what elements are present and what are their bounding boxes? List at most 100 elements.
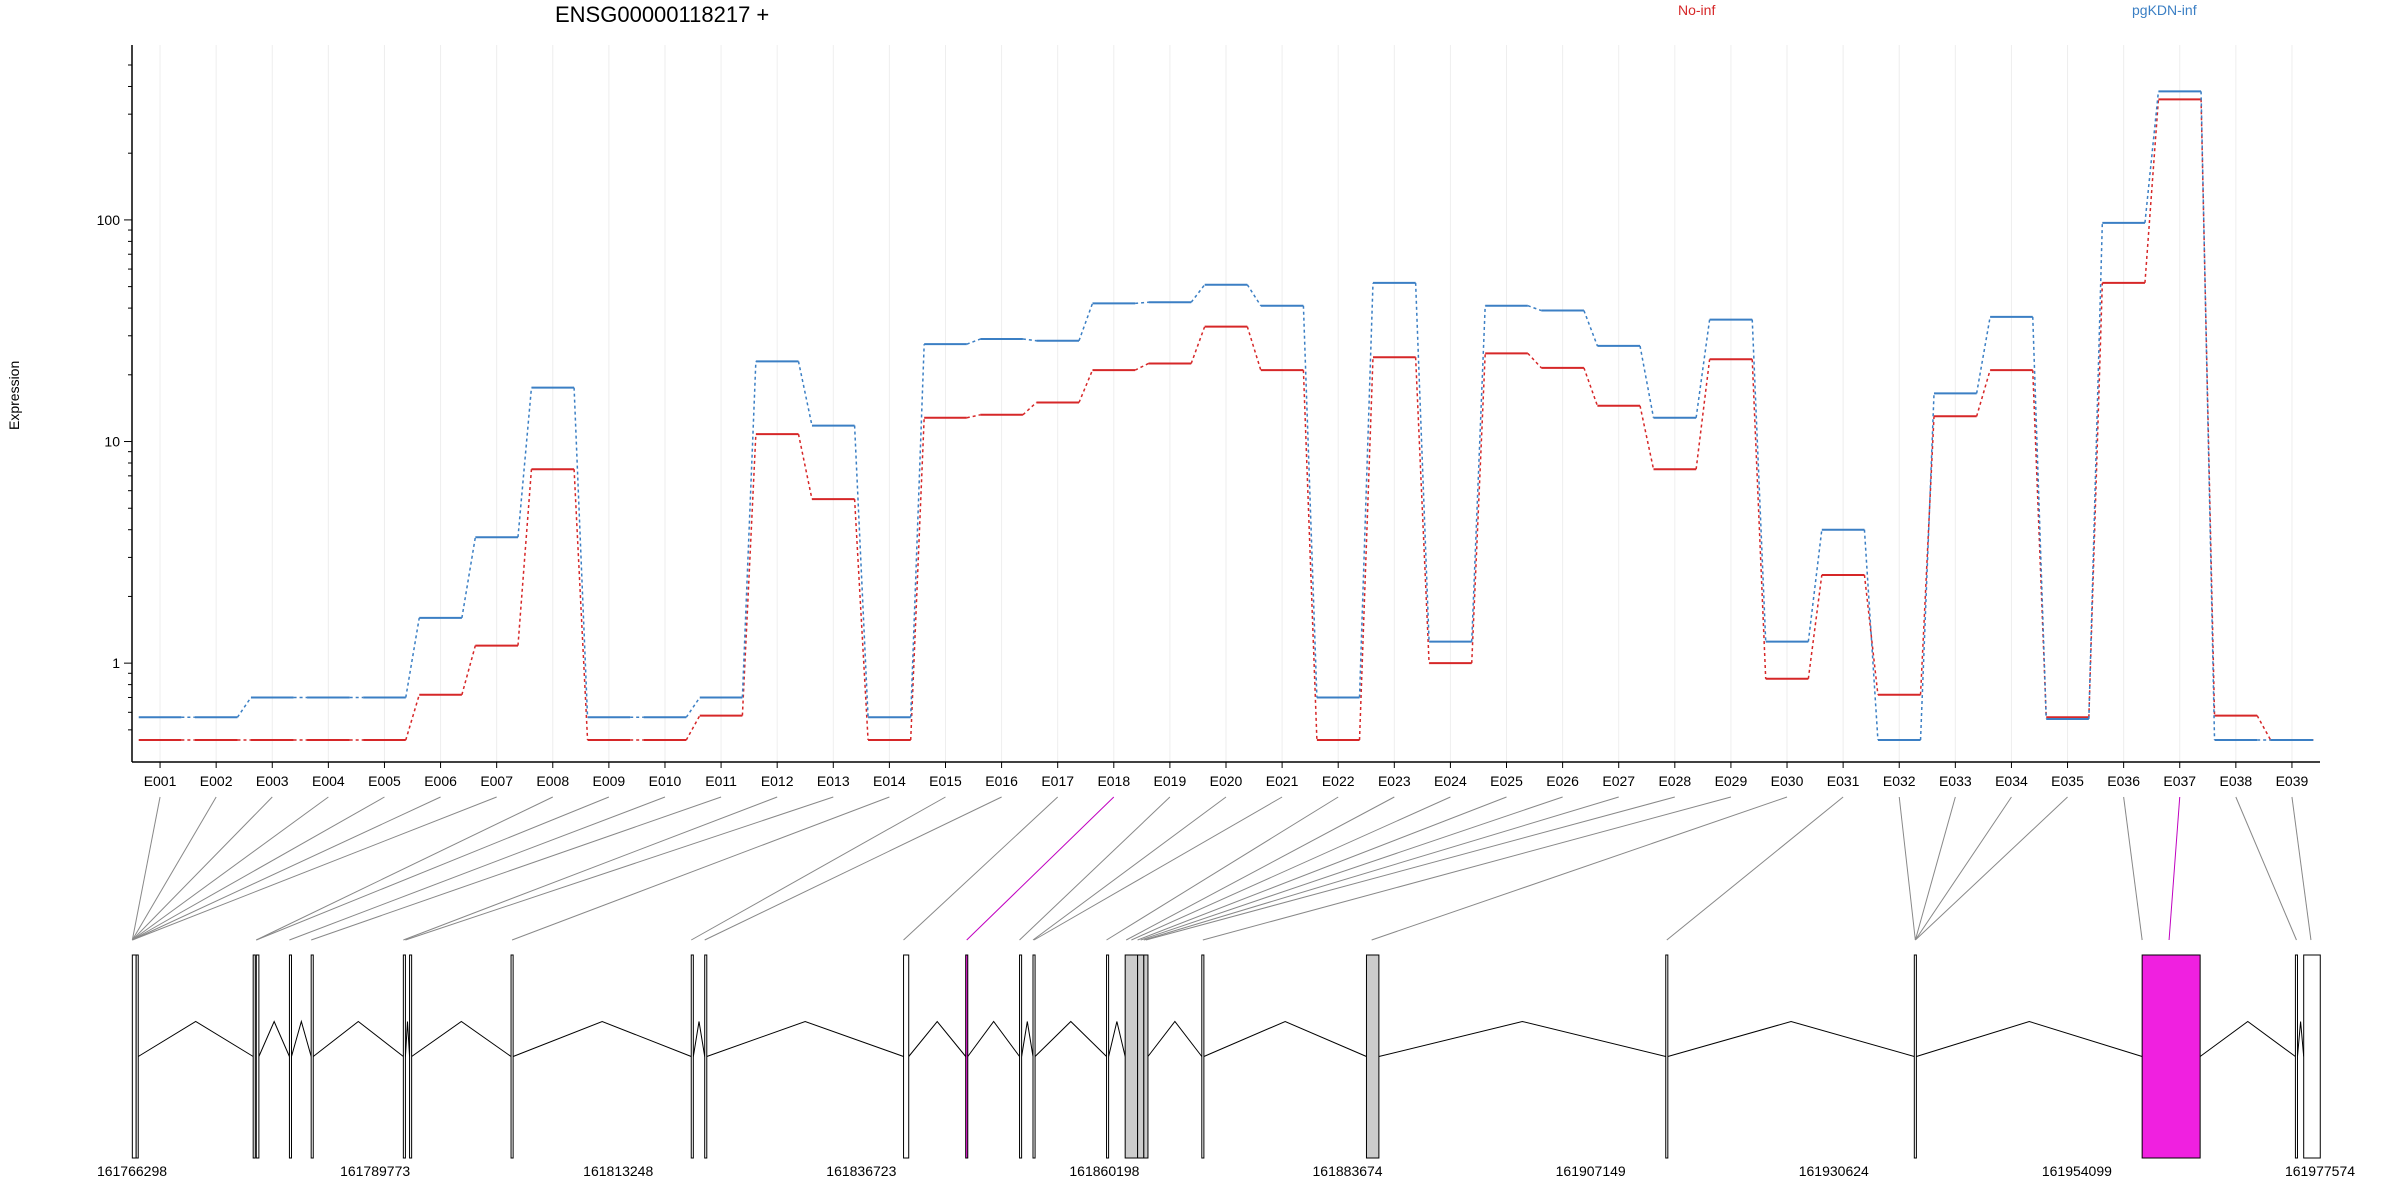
exon-mapping-line-e006 [132,796,441,941]
intron-connector [1034,1020,1107,1057]
exon-mapping-line-e034 [1914,796,2012,941]
intron-connector [312,1020,404,1057]
exon-box-22 [1665,954,1669,1159]
intron-connector [967,1020,1020,1057]
legend-pgkdn-inf: pgKDN-inf [2132,2,2197,18]
x-tick-label-e020: E020 [1210,773,1243,789]
x-tick-label-e039: E039 [2276,773,2309,789]
exon-mapping-line-e021 [1033,796,1283,941]
exon-box-3 [252,954,256,1159]
exon-mapping-line-e017 [903,796,1059,941]
x-tick-label-e003: E003 [256,773,289,789]
exon-mapping-line-e015 [691,796,946,941]
exon-mapping-line-e011 [311,796,722,941]
exon-box-13 [965,954,969,1159]
exon-mapping-line-e016 [704,796,1002,941]
x-tick-label-e027: E027 [1602,773,1635,789]
exon-box-12 [903,954,910,1159]
exon-mapping-line-e022 [1106,796,1339,941]
series-connector-1 [181,91,2271,741]
x-tick-label-e001: E001 [144,773,177,789]
x-tick-label-e035: E035 [2051,773,2084,789]
exon-box-9 [510,954,514,1159]
exon-box-7 [402,954,406,1159]
genomic-tick-label: 161766298 [97,1163,167,1179]
exon-mapping-line-e013 [405,796,834,941]
exon-mapping-line-e025 [1137,796,1507,941]
exon-mapping-line-e005 [132,796,385,941]
exon-mapping-line-e032 [1898,796,1916,941]
exon-box-15 [1032,954,1036,1159]
x-tick-label-e014: E014 [873,773,906,789]
exon-box-8 [409,954,413,1159]
x-tick-label-e019: E019 [1154,773,1187,789]
intron-connector [1147,1020,1203,1057]
exon-mapping-line-e037 [2168,796,2181,941]
x-tick-label-e031: E031 [1827,773,1860,789]
x-tick-label-e034: E034 [1995,773,2028,789]
genomic-tick-label: 161813248 [583,1163,653,1179]
x-tick-label-e015: E015 [929,773,962,789]
exon-mapping-line-e030 [1371,796,1788,941]
exon-mapping-line-e014 [511,796,890,941]
x-tick-label-e026: E026 [1546,773,1579,789]
exon-mapping-line-e036 [2123,796,2143,941]
exon-mapping-line-e026 [1140,796,1563,941]
exon-mapping-line-e018 [966,796,1115,941]
intron-connector [1203,1020,1367,1057]
genomic-tick-label: 161860198 [1069,1163,1139,1179]
intron-connector [692,1021,706,1057]
intron-connector [908,1020,967,1057]
genomic-tick-label: 161907149 [1556,1163,1626,1179]
x-tick-label-e007: E007 [480,773,513,789]
intron-connector [411,1020,512,1057]
exon-mapping-line-e019 [1019,796,1171,941]
x-tick-label-e010: E010 [649,773,682,789]
intron-connector [137,1020,254,1057]
x-tick-label-e033: E033 [1939,773,1972,789]
exon-box-21 [1365,954,1380,1159]
exon-mapping-line-e001 [131,796,161,941]
x-tick-label-e036: E036 [2107,773,2140,789]
exon-box-4 [255,954,260,1159]
exon-mapping-line-e003 [131,796,273,941]
exon-box-18 [1137,954,1145,1159]
series-connector-0 [181,99,2272,741]
exon-box-26 [2303,954,2321,1159]
x-tick-label-e008: E008 [536,773,569,789]
x-tick-label-e005: E005 [368,773,401,789]
exon-mapping-line-e009 [256,796,610,941]
exon-box-1 [131,954,137,1159]
exon-mapping-line-e029 [1202,796,1732,941]
exon-box-10 [690,954,694,1159]
exon-box-2 [135,954,139,1159]
exon-mapping-line-e024 [1131,796,1451,941]
x-tick-label-e037: E037 [2163,773,2196,789]
exon-mapping-line-e028 [1145,796,1675,941]
intron-connector [1378,1020,1666,1057]
x-tick-label-e030: E030 [1771,773,1804,789]
exon-mapping-line-e031 [1666,796,1844,941]
exon-mapping-line-e035 [1915,796,2068,941]
exon-mapping-line-e007 [132,796,497,941]
genomic-tick-label: 161930624 [1799,1163,1869,1179]
chart-title: ENSG00000118217 + [555,2,770,27]
genomic-tick-label: 161883674 [1313,1163,1383,1179]
genomic-tick-label: 161836723 [826,1163,896,1179]
x-tick-label-e016: E016 [985,773,1018,789]
x-tick-label-e022: E022 [1322,773,1355,789]
exon-box-25 [2294,954,2298,1159]
y-tick-label: 100 [97,212,121,228]
intron-connector [291,1019,312,1057]
exon-box-23 [1913,954,1917,1159]
exon-box-6 [310,954,314,1159]
intron-connector [706,1020,904,1057]
exon-mapping-line-e012 [403,796,778,941]
x-tick-label-e023: E023 [1378,773,1411,789]
intron-connector [1021,1021,1034,1057]
exon-box-19 [1143,954,1149,1159]
exon-box-16 [1106,954,1110,1159]
exon-box-5 [288,954,293,1159]
exon-box-14 [1019,954,1023,1159]
